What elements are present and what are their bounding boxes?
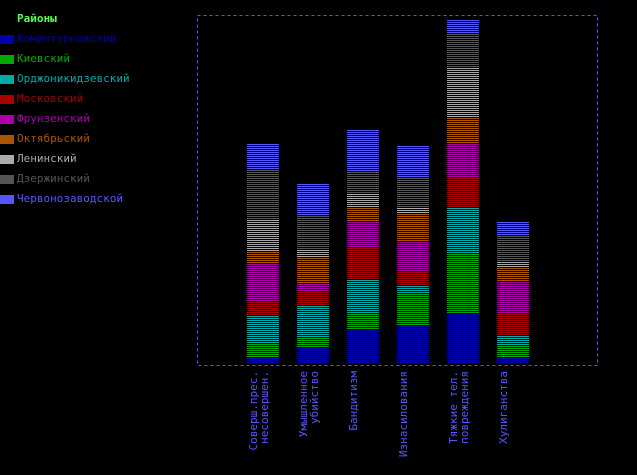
bar-segment [447,178,479,207]
bar-segment [397,208,429,214]
bar-segment [347,171,379,194]
bar-segment [297,337,329,347]
bar-segment [497,221,529,235]
bar-stack [397,145,429,363]
bar-segment [247,144,279,170]
legend-swatch [0,55,14,64]
bar-segment [497,335,529,346]
bar-segment [297,250,329,257]
bar-segment [497,235,529,261]
legend-swatch [0,95,14,104]
bar-segment [447,144,479,178]
bar-segment [347,208,379,222]
bar-segment [247,219,279,251]
bar-segment [497,314,529,335]
bar-segment [397,145,429,177]
bar-segment [247,343,279,357]
plot-frame [197,15,598,366]
bar-segment [297,305,329,337]
bar-segment [497,346,529,358]
bar-segment [497,261,529,268]
bars [247,20,529,363]
bar-segment [297,347,329,363]
legend-label: Октябрьский [17,132,90,145]
legend-title: Районы [17,12,57,25]
legend-label: Дзержинский [17,172,90,185]
bar-segment [297,257,329,283]
bar-segment [297,291,329,305]
legend-label: Коминтерновский [17,32,117,45]
bar-segment [397,326,429,363]
bar-segment [447,254,479,313]
x-tick-label: Тяжкие тел. [447,371,460,444]
bar-segment [247,301,279,316]
bar-segment [397,241,429,272]
x-tick-label: Бандитизм [347,371,360,431]
bar-segment [397,286,429,293]
x-tick-label: Хулиганства [497,371,510,444]
legend-label: Фрунзенский [17,112,90,125]
bar-stack [247,144,279,363]
bar-segment [447,207,479,254]
bar-segment [447,33,479,67]
legend-swatch [0,175,14,184]
legend-label: Червонозаводской [17,192,123,205]
bar-segment [297,184,329,216]
bar-segment [247,170,279,219]
bar-stack [447,20,479,363]
bar-segment [447,313,479,363]
bar-segment [397,177,429,208]
x-tick-label: Изнасилования [397,371,410,457]
bar-segment [347,314,379,330]
bar-segment [297,216,329,250]
bar-segment [347,129,379,171]
legend-label: Московский [17,92,84,105]
bar-segment [347,330,379,363]
bar-segment [447,67,479,118]
bar-segment [497,358,529,363]
bar-segment [497,282,529,314]
bar-segment [347,222,379,248]
bar-segment [447,118,479,144]
legend-label: Орджоникидзевский [17,72,130,85]
bar-segment [347,248,379,280]
x-tick-labels: Соверш.прес.несовершен. Умышленноеубийств… [247,371,510,457]
bar-segment [347,280,379,314]
legend-swatch [0,195,14,204]
bar-segment [447,20,479,33]
bar-segment [247,251,279,263]
bar-segment [247,357,279,363]
legend-swatch [0,75,14,84]
legend-label: Киевский [17,52,70,65]
bar-segment [247,316,279,343]
x-tick-label: убийство [308,371,321,424]
legend-swatch [0,115,14,124]
bar-segment [397,293,429,326]
bar-segment [397,272,429,286]
legend-swatch [0,155,14,164]
bar-segment [247,263,279,301]
bar-segment [347,194,379,208]
bar-segment [497,268,529,282]
x-tick-label: Соверш.прес. [247,371,260,450]
x-tick-label: повреждения [458,371,471,444]
legend-swatch [0,35,14,44]
bar-stack [347,129,379,363]
x-tick-label: Умышленное [297,371,310,437]
legend-label: Ленинский [17,152,77,165]
bar-stack [497,221,529,363]
bar-segment [297,283,329,291]
x-tick-label: несовершен. [258,371,271,444]
bar-segment [397,214,429,241]
legend-swatch [0,135,14,144]
bar-stack [297,184,329,363]
